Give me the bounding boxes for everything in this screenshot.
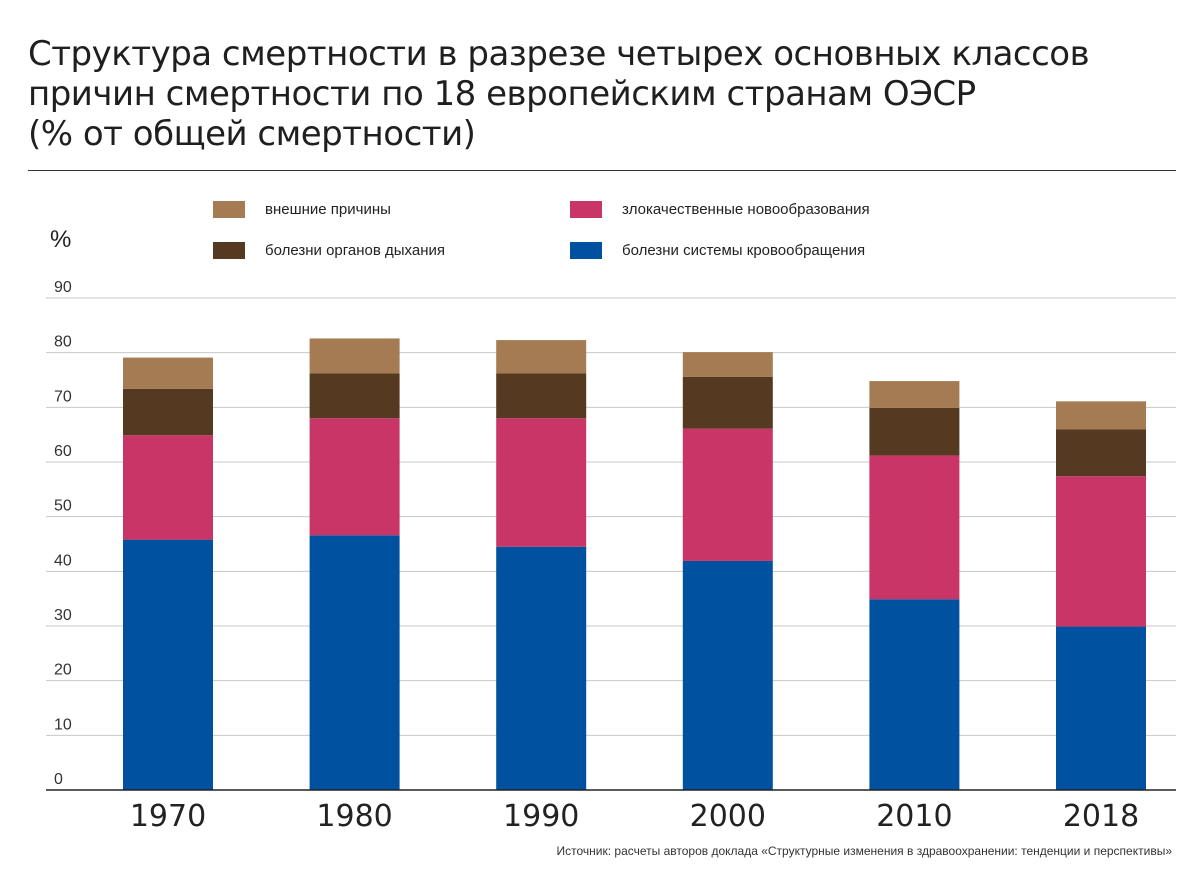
x-tick-label-2010: 2010: [876, 799, 952, 834]
bar-2018-series-0: [1056, 626, 1146, 790]
legend-item-respiratory: болезни органов дыхания: [213, 242, 445, 259]
y-tick-label-50: 50: [54, 498, 72, 515]
y-tick-label-60: 60: [54, 443, 72, 460]
y-tick-label-40: 40: [54, 552, 72, 569]
y-tick-label-70: 70: [54, 388, 72, 405]
bar-2010-series-2: [869, 407, 960, 456]
bar-2018-series-2: [1056, 429, 1146, 477]
bar-1980-series-0: [309, 535, 400, 790]
chart-title-line-1: Структура смертности в разрезе четырех о…: [28, 34, 1090, 74]
bar-2010-series-3: [869, 381, 960, 408]
bar-2018-series-3: [1056, 401, 1146, 430]
title-divider: [28, 170, 1176, 171]
legend-item-circulatory: болезни системы кровообращения: [570, 242, 865, 259]
y-tick-label-20: 20: [54, 662, 72, 679]
bar-2000-series-2: [682, 376, 773, 429]
chart-title: Структура смертности в разрезе четырех о…: [28, 34, 1168, 154]
bar-1980-series-1: [309, 418, 400, 536]
legend-label-neoplasms: злокачественные новообразования: [622, 201, 870, 218]
bar-2010-series-1: [869, 455, 960, 600]
source-note: Источник: расчеты авторов доклада «Струк…: [556, 844, 1173, 858]
x-tick-label-1990: 1990: [503, 799, 579, 834]
x-tick-label-2000: 2000: [690, 799, 766, 834]
y-tick-label-80: 80: [54, 334, 72, 351]
bar-1970-series-3: [123, 357, 213, 389]
bar-1970-series-0: [123, 539, 213, 790]
x-tick-label-1980: 1980: [316, 799, 392, 834]
y-axis-unit-label: %: [50, 226, 72, 253]
chart-title-line-2: причин смертности по 18 европейским стра…: [28, 74, 976, 114]
y-tick-label-0: 0: [54, 771, 63, 788]
bar-1990-series-1: [496, 418, 587, 547]
chart-title-line-3: (% от общей смертности): [28, 114, 476, 154]
legend-swatch-respiratory: [213, 242, 245, 259]
legend-label-respiratory: болезни органов дыхания: [265, 242, 445, 259]
bar-1970-series-1: [123, 435, 213, 540]
y-tick-label-10: 10: [54, 716, 72, 733]
legend-label-external-causes: внешние причины: [265, 201, 391, 218]
legend-swatch-external-causes: [213, 201, 245, 218]
legend-item-external-causes: внешние причины: [213, 201, 391, 218]
bar-2010-series-0: [869, 599, 960, 790]
legend-swatch-neoplasms: [570, 201, 602, 218]
bar-2000-series-0: [682, 560, 773, 790]
bar-2018-series-1: [1056, 476, 1146, 627]
legend-label-circulatory: болезни системы кровообращения: [622, 242, 866, 259]
bar-1980-series-3: [309, 338, 400, 374]
bar-1990-series-0: [496, 546, 587, 790]
bar-2000-series-1: [682, 428, 773, 561]
x-tick-label-1970: 1970: [130, 799, 206, 834]
y-tick-label-30: 30: [54, 607, 72, 624]
bar-1980-series-2: [309, 373, 400, 419]
legend-swatch-circulatory: [570, 242, 602, 259]
legend-item-neoplasms: злокачественные новообразования: [570, 201, 870, 218]
y-tick-label-90: 90: [54, 279, 72, 296]
bar-2000-series-3: [682, 352, 773, 377]
bar-1970-series-2: [123, 388, 213, 436]
x-tick-label-2018: 2018: [1063, 799, 1139, 834]
bar-1990-series-3: [496, 340, 587, 374]
bar-1990-series-2: [496, 373, 587, 419]
